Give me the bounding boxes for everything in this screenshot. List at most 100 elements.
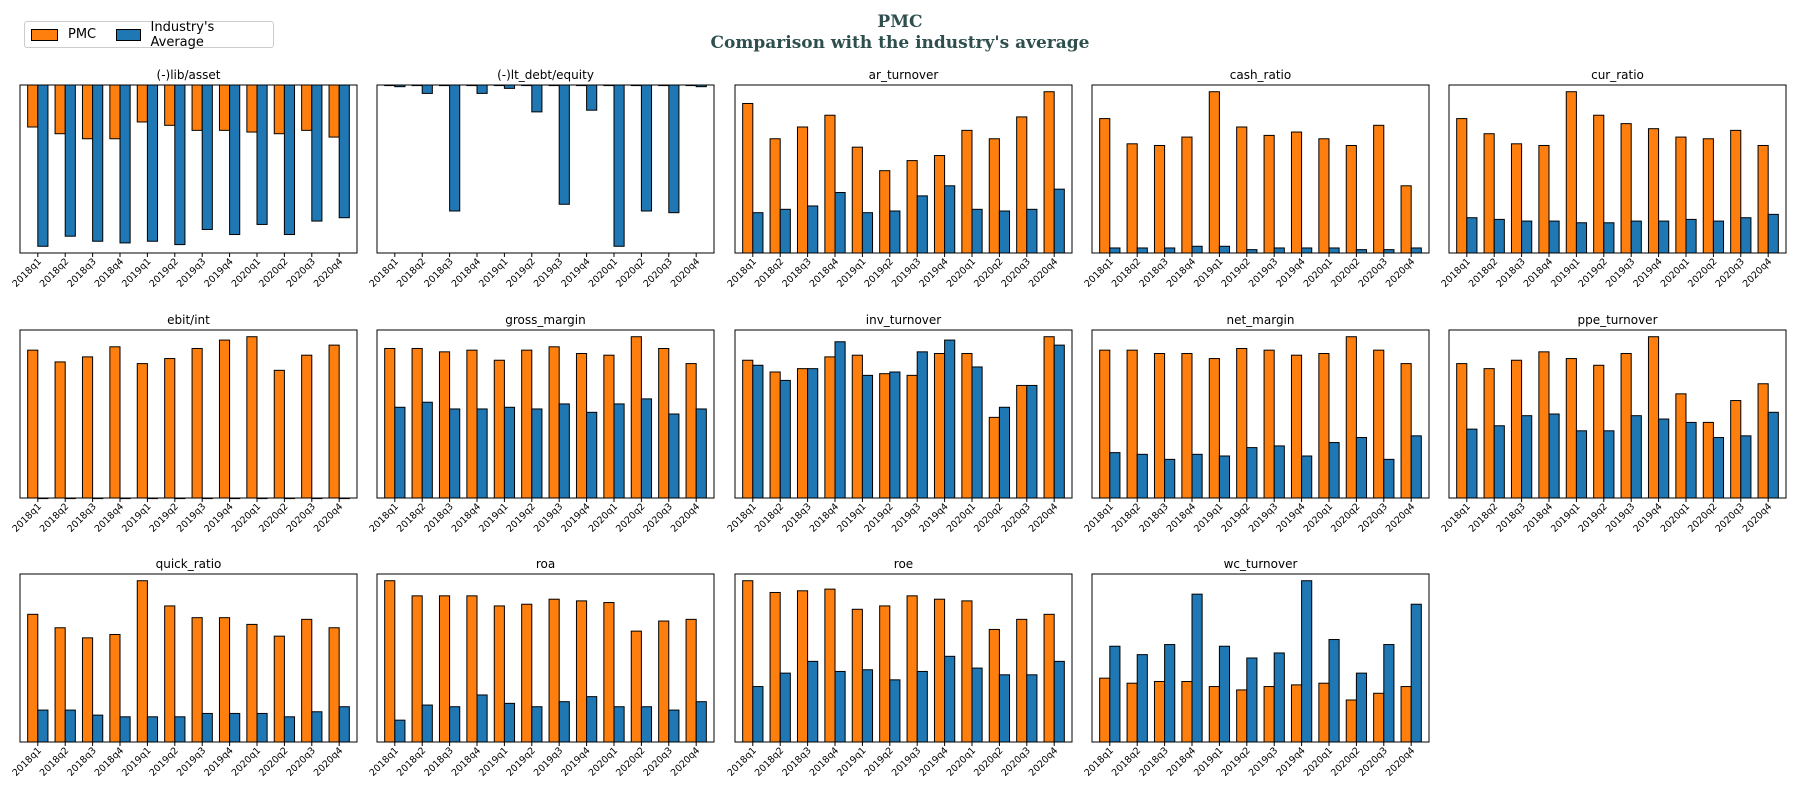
bar-industry [476, 408, 488, 499]
bar-company [301, 84, 313, 131]
x-tick-label: 2020q4 [1027, 745, 1060, 778]
bar-industry [1218, 645, 1231, 743]
x-tick-label: 2019q1 [1192, 501, 1225, 534]
x-tick-label: 2020q4 [1384, 256, 1417, 289]
bar-industry [1053, 188, 1065, 254]
x-tick-label: 2020q3 [284, 256, 317, 289]
bar-industry [283, 84, 296, 236]
bar-company [1456, 118, 1468, 254]
x-tick-label: 2018q1 [368, 745, 401, 778]
x-tick-label: 2019q2 [148, 256, 181, 289]
bar-company [630, 630, 642, 743]
bar-company [1565, 358, 1577, 499]
bar-company [879, 170, 891, 254]
bar-industry [1026, 208, 1038, 254]
bar-industry [503, 406, 516, 499]
bar-industry [1712, 220, 1725, 254]
x-tick-label: 2019q4 [559, 745, 592, 778]
bar-company [851, 354, 863, 499]
x-tick-label: 2018q2 [753, 745, 786, 778]
bar-company [1126, 349, 1138, 499]
x-tick-label: 2018q3 [1137, 501, 1170, 534]
x-tick-label: 2020q4 [1027, 501, 1060, 534]
bar-company [1016, 384, 1028, 499]
bar-company [273, 84, 285, 135]
bar-company [1099, 677, 1111, 743]
bar-industry [1740, 217, 1752, 254]
bar-industry [861, 374, 874, 499]
x-tick-label: 2020q3 [284, 501, 317, 534]
bar-company [411, 595, 423, 743]
bar-industry [1301, 247, 1313, 254]
bar-company [301, 618, 313, 743]
legend-label-company: PMC [68, 27, 97, 42]
x-tick-label: 2019q3 [1247, 745, 1280, 778]
bar-company [1400, 686, 1412, 743]
x-tick-label: 2020q1 [1302, 501, 1335, 534]
x-tick-label: 2018q4 [1522, 256, 1555, 289]
bar-industry [146, 84, 159, 242]
bar-company [933, 598, 946, 743]
legend-item-company: PMC [31, 27, 96, 42]
bar-company [1126, 682, 1138, 743]
bar-company [246, 84, 258, 133]
bar-industry [531, 706, 543, 743]
bar-industry [1767, 213, 1779, 254]
subplot-title: ar_turnover [869, 68, 939, 82]
x-tick-label: 2018q4 [1165, 501, 1198, 534]
bar-industry [1136, 453, 1148, 499]
bar-company [411, 347, 423, 499]
bar-industry [1493, 425, 1505, 499]
subplot-title: (-)lib/asset [157, 68, 221, 82]
x-tick-label: 2019q4 [1631, 256, 1664, 289]
x-tick-label: 2018q1 [1440, 501, 1473, 534]
bar-industry [1767, 411, 1779, 499]
bar-company [1181, 136, 1193, 254]
bar-company [136, 363, 148, 499]
bar-company [575, 600, 588, 743]
x-tick-label: 2020q1 [230, 256, 263, 289]
bar-company [1263, 134, 1275, 254]
subplot-frame [19, 573, 358, 743]
x-tick-label: 2018q3 [422, 745, 455, 778]
bar-industry [37, 709, 49, 743]
bar-company [191, 617, 203, 743]
bar-company [328, 627, 340, 743]
x-tick-label: 2018q3 [422, 501, 455, 534]
bar-company [1400, 363, 1412, 499]
bar-industry [1301, 455, 1313, 499]
x-tick-label: 2020q3 [999, 256, 1032, 289]
x-tick-label: 2018q3 [1137, 745, 1170, 778]
subplot-frame [1091, 84, 1430, 254]
bar-industry [311, 711, 323, 743]
bar-industry [449, 408, 461, 499]
bar-company [1373, 349, 1385, 499]
bar-industry [944, 655, 956, 743]
bar-company [466, 349, 478, 499]
bar-company [81, 637, 94, 743]
bar-company [1290, 354, 1303, 499]
bar-industry [1658, 220, 1670, 254]
bar-industry [916, 351, 928, 499]
x-tick-label: 2019q4 [917, 501, 950, 534]
bar-industry [476, 84, 488, 94]
x-tick-label: 2020q2 [1686, 501, 1719, 534]
bar-industry [421, 84, 433, 94]
bar-industry [668, 84, 680, 214]
x-tick-label: 2020q1 [1302, 745, 1335, 778]
x-tick-label: 2018q2 [38, 745, 71, 778]
x-tick-label: 2020q2 [1329, 501, 1362, 534]
bar-company [1236, 126, 1248, 254]
bar-industry [1575, 222, 1588, 254]
bar-industry [861, 212, 874, 254]
bar-company [246, 336, 258, 499]
bar-industry [1355, 249, 1368, 254]
bar-company [961, 353, 973, 499]
bar-company [1620, 353, 1632, 499]
bar-company [1099, 118, 1111, 254]
bar-company [879, 605, 891, 743]
bar-company [328, 344, 340, 499]
subplot-title: quick_ratio [156, 557, 222, 571]
x-tick-label: 2018q2 [753, 501, 786, 534]
x-tick-label: 2019q4 [559, 501, 592, 534]
